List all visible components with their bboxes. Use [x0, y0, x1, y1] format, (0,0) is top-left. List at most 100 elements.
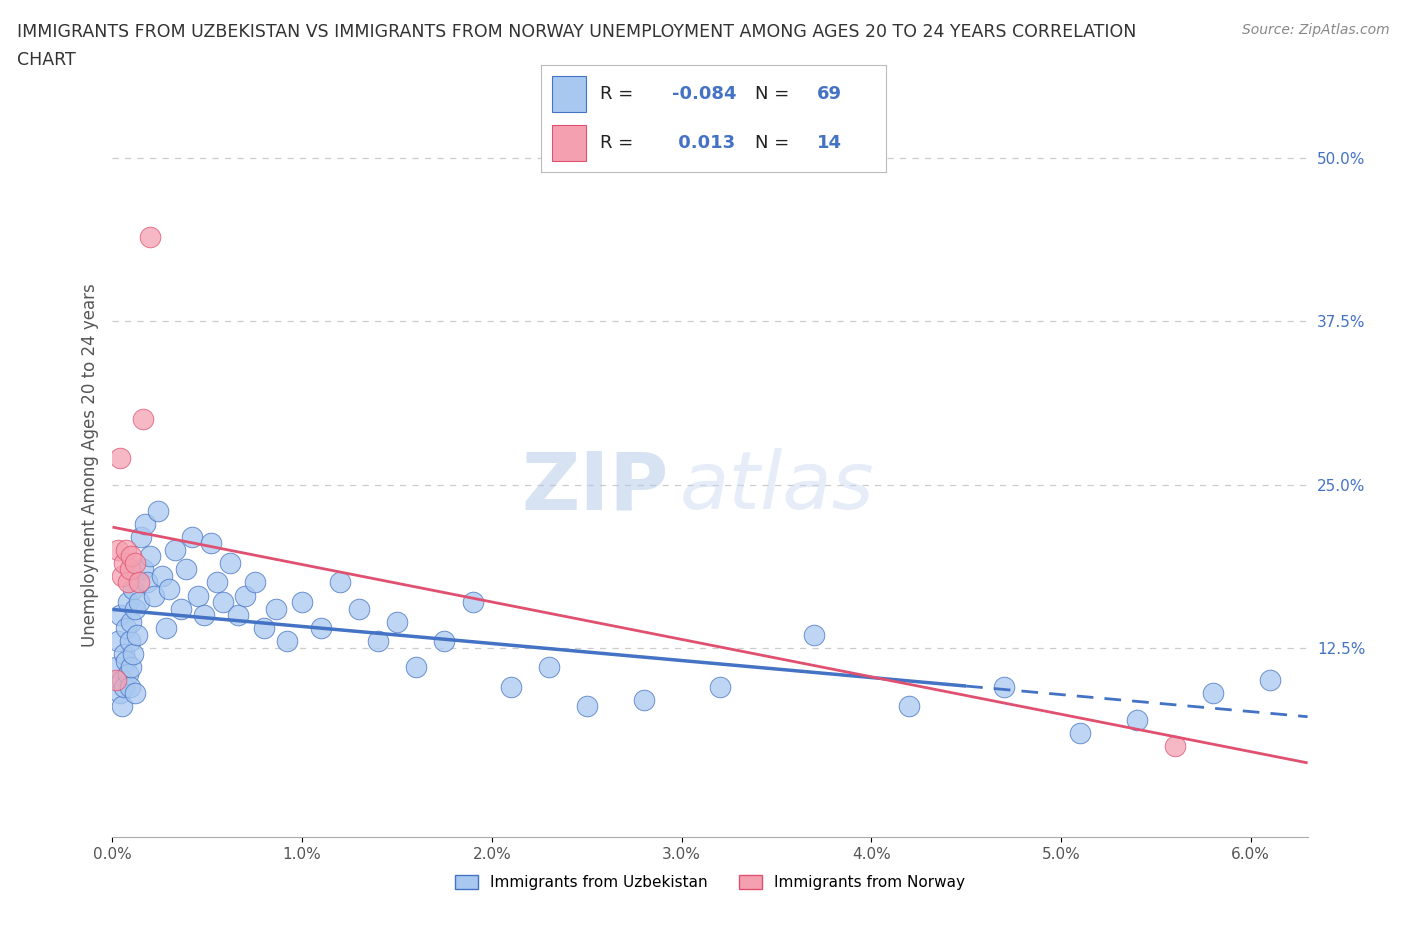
Point	[1164, 738, 1187, 753]
Point	[108, 686, 131, 701]
Y-axis label: Unemployment Among Ages 20 to 24 years: Unemployment Among Ages 20 to 24 years	[80, 283, 98, 647]
Text: 69: 69	[817, 85, 842, 103]
Text: 0.013: 0.013	[672, 134, 735, 153]
FancyBboxPatch shape	[551, 125, 586, 162]
Point	[291, 594, 314, 609]
Point	[143, 588, 166, 603]
Point	[118, 562, 141, 577]
Point	[329, 575, 352, 590]
Point	[111, 699, 134, 714]
Text: ZIP: ZIP	[522, 448, 668, 526]
Point	[112, 647, 135, 662]
Point	[405, 660, 427, 675]
Point	[276, 633, 298, 648]
Point	[129, 529, 152, 544]
Point	[124, 601, 146, 616]
FancyBboxPatch shape	[551, 76, 586, 113]
Text: IMMIGRANTS FROM UZBEKISTAN VS IMMIGRANTS FROM NORWAY UNEMPLOYMENT AMONG AGES 20 : IMMIGRANTS FROM UZBEKISTAN VS IMMIGRANTS…	[17, 23, 1136, 41]
Text: R =: R =	[600, 85, 633, 103]
Point	[105, 660, 128, 675]
Point	[176, 562, 198, 577]
Point	[134, 516, 156, 531]
Point	[347, 601, 370, 616]
Text: N =: N =	[755, 134, 789, 153]
Point	[898, 699, 921, 714]
Point	[124, 686, 146, 701]
Point	[135, 575, 157, 590]
Point	[170, 601, 193, 616]
Point	[193, 607, 215, 622]
Point	[120, 549, 142, 564]
Point	[120, 660, 142, 675]
Point	[128, 594, 150, 609]
Point	[114, 654, 136, 669]
Point	[233, 588, 256, 603]
Point	[309, 620, 332, 635]
Point	[117, 575, 139, 590]
Point	[1069, 725, 1091, 740]
Point	[114, 620, 136, 635]
Point	[993, 680, 1015, 695]
Point	[122, 647, 145, 662]
Point	[132, 562, 155, 577]
Point	[150, 568, 173, 583]
Point	[253, 620, 276, 635]
Point	[132, 412, 155, 427]
Point	[114, 542, 136, 557]
Point	[107, 633, 129, 648]
Point	[1258, 673, 1281, 688]
Point	[433, 633, 456, 648]
Text: N =: N =	[755, 85, 789, 103]
Text: Source: ZipAtlas.com: Source: ZipAtlas.com	[1241, 23, 1389, 37]
Point	[117, 667, 139, 682]
Point	[165, 542, 187, 557]
Text: atlas: atlas	[681, 448, 875, 526]
Point	[243, 575, 266, 590]
Point	[120, 614, 142, 629]
Point	[122, 581, 145, 596]
Point	[127, 627, 149, 642]
Point	[633, 693, 655, 708]
Point	[124, 555, 146, 570]
Point	[157, 581, 180, 596]
Point	[139, 549, 162, 564]
Text: CHART: CHART	[17, 51, 76, 69]
Point	[200, 536, 222, 551]
Point	[146, 503, 169, 518]
Point	[111, 568, 134, 583]
Text: R =: R =	[600, 134, 633, 153]
Point	[803, 627, 825, 642]
Legend: Immigrants from Uzbekistan, Immigrants from Norway: Immigrants from Uzbekistan, Immigrants f…	[449, 869, 972, 897]
Point	[575, 699, 598, 714]
Point	[709, 680, 731, 695]
Point	[499, 680, 522, 695]
Point	[205, 575, 228, 590]
Point	[139, 229, 162, 244]
Point	[112, 680, 135, 695]
Point	[118, 633, 141, 648]
Point	[155, 620, 177, 635]
Point	[187, 588, 209, 603]
Point	[107, 542, 129, 557]
Point	[108, 607, 131, 622]
Point	[211, 594, 233, 609]
Point	[108, 451, 131, 466]
Point	[385, 614, 408, 629]
Point	[226, 607, 249, 622]
Point	[128, 575, 150, 590]
Point	[264, 601, 287, 616]
Point	[117, 594, 139, 609]
Point	[1126, 712, 1149, 727]
Point	[181, 529, 204, 544]
Point	[219, 555, 242, 570]
Point	[461, 594, 484, 609]
Text: -0.084: -0.084	[672, 85, 737, 103]
Point	[118, 680, 141, 695]
Point	[112, 555, 135, 570]
Point	[105, 673, 128, 688]
Point	[537, 660, 560, 675]
Point	[111, 673, 134, 688]
Text: 14: 14	[817, 134, 842, 153]
Point	[367, 633, 389, 648]
Point	[1202, 686, 1225, 701]
